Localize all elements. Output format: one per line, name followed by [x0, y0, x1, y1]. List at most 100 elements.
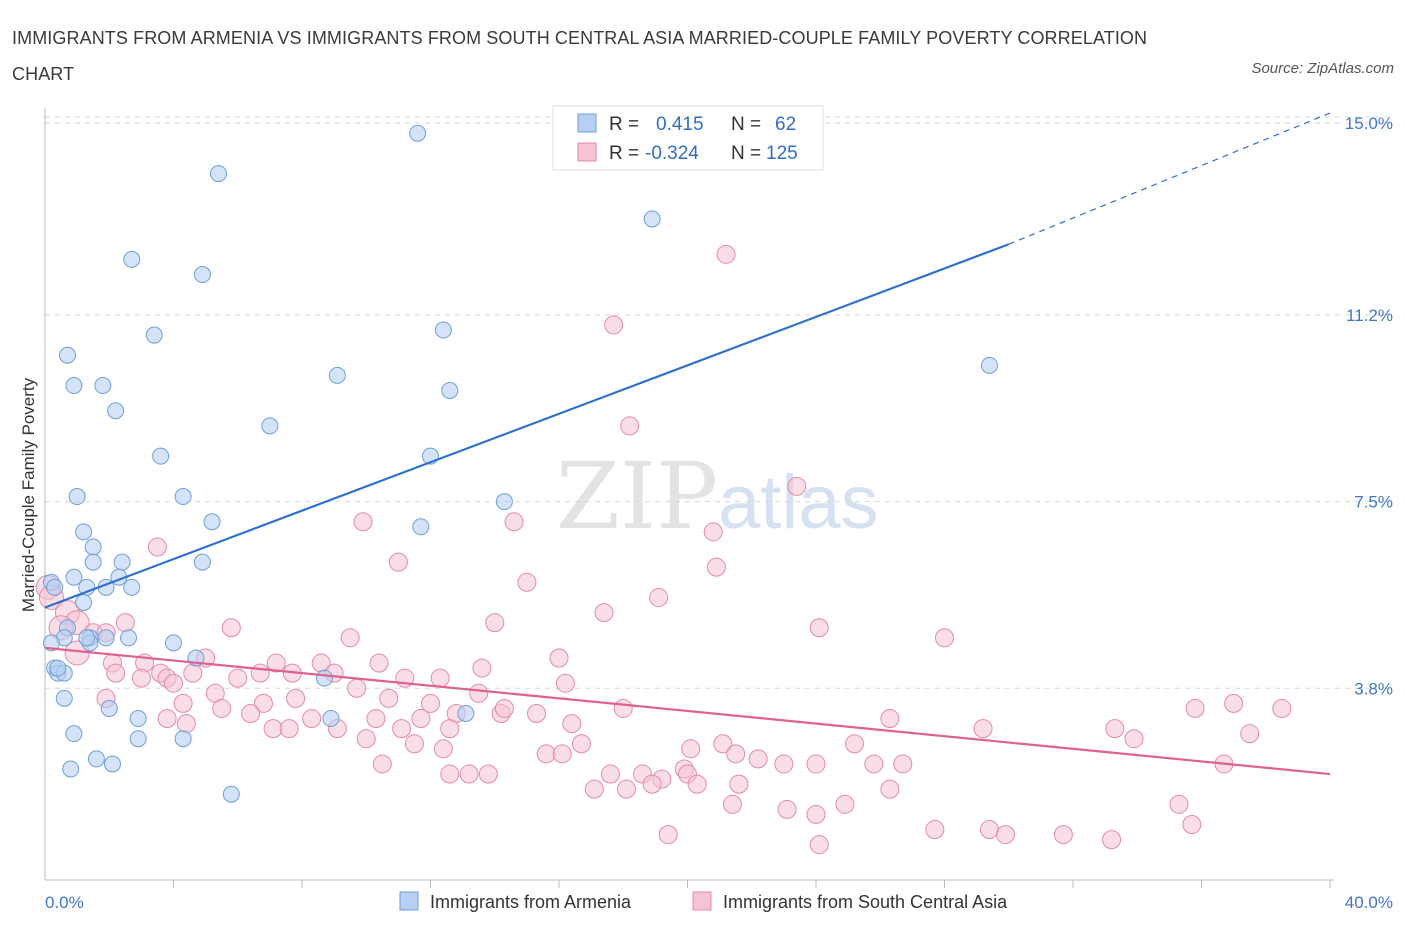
sca-point: [1124, 729, 1144, 749]
sca-point: [1105, 719, 1125, 739]
sca-point: [250, 663, 270, 683]
sca-point: [527, 703, 547, 723]
watermark-atlas: atlas: [718, 460, 879, 545]
legend-swatch-armenia: [577, 113, 597, 133]
sca-point: [1102, 830, 1122, 850]
sca-point: [703, 522, 723, 542]
armenia-point: [97, 629, 115, 647]
tick-labels: 3.8% 7.5% 11.2% 15.0% 0.0% 40.0%: [45, 114, 1393, 912]
legend-box: [552, 105, 824, 171]
sca-point: [302, 709, 322, 729]
sca-point: [212, 698, 232, 718]
armenia-point: [129, 730, 147, 748]
armenia-point: [434, 321, 452, 339]
armenia-point: [65, 568, 83, 586]
y-axis-label: Married-Couple Family Poverty: [19, 377, 38, 612]
sca-point: [421, 693, 440, 713]
armenia-point: [441, 382, 459, 400]
y-tick-label: 15.0%: [1345, 114, 1393, 133]
sca-point: [658, 825, 678, 845]
sca-point: [716, 244, 736, 264]
sca-point: [366, 709, 386, 729]
armenia-point: [94, 377, 112, 395]
armenia-point: [457, 704, 475, 722]
sca-point: [726, 744, 746, 764]
sca-point: [777, 799, 797, 819]
armenia-point: [78, 629, 96, 647]
sca-point: [494, 698, 514, 718]
armenia-point: [62, 760, 80, 778]
sca-point: [584, 779, 604, 799]
sca-point: [241, 703, 261, 723]
sca-point: [935, 628, 954, 648]
legend-r-label-armenia: R =: [609, 114, 639, 135]
sca-point: [504, 512, 524, 532]
sca-point: [774, 754, 794, 774]
sca-point: [571, 734, 591, 754]
armenia-point: [120, 629, 138, 647]
y-tick-label: 3.8%: [1354, 679, 1393, 698]
sca-point: [713, 734, 733, 754]
sca-point: [286, 688, 306, 708]
sca-point: [925, 820, 945, 840]
sca-point: [279, 719, 299, 739]
grid: [45, 116, 1395, 689]
legend-r-value-armenia: 0.415: [656, 114, 704, 135]
sca-point: [681, 739, 701, 759]
legend-n-label-armenia: N =: [731, 114, 761, 135]
sca-points: [35, 244, 1292, 855]
y-tick-label: 7.5%: [1354, 493, 1393, 512]
sca-point: [594, 603, 614, 623]
armenia-point: [58, 346, 76, 364]
sca-point: [536, 744, 556, 764]
sca-point: [864, 754, 884, 774]
sca-point: [809, 835, 829, 855]
chart-title: IMMIGRANTS FROM ARMENIA VS IMMIGRANTS FR…: [12, 28, 1148, 84]
sca-point: [433, 739, 453, 759]
sca-point: [806, 754, 826, 774]
sca-point: [1240, 724, 1260, 744]
sca-point: [517, 572, 537, 592]
sca-point: [835, 794, 855, 814]
sca-point: [600, 764, 620, 784]
sca-point: [880, 709, 900, 729]
armenia-point: [165, 634, 182, 652]
sca-point: [164, 673, 183, 693]
armenia-point: [75, 523, 93, 541]
bottom-legend-swatch-sca: [692, 891, 712, 911]
armenia-point: [261, 417, 279, 435]
legend-n-value-sca: 125: [766, 143, 798, 164]
sca-point: [616, 779, 636, 799]
sca-point: [183, 663, 203, 683]
sca-point: [809, 618, 829, 638]
armenia-point: [100, 699, 118, 717]
bottom-legend: Immigrants from Armenia Immigrants from …: [399, 891, 1008, 912]
armenia-trend-extension: [1008, 112, 1331, 245]
sca-point: [979, 820, 999, 840]
sca-point: [642, 774, 662, 794]
armenia-point: [409, 124, 427, 142]
sca-point: [221, 618, 241, 638]
sca-point: [147, 537, 167, 557]
y-tick-label: 11.2%: [1346, 306, 1393, 325]
sca-point: [555, 673, 575, 693]
sca-point: [379, 688, 399, 708]
sca-point: [485, 613, 505, 633]
sca-point: [392, 719, 412, 739]
sca-point: [440, 719, 460, 739]
armenia-point: [193, 266, 211, 284]
sca-point: [649, 587, 669, 607]
sca-point: [388, 552, 408, 572]
legend-swatch-sca: [577, 142, 597, 162]
sca-point: [1185, 698, 1205, 718]
armenia-point: [174, 730, 192, 748]
chart-source: Source: ZipAtlas.com: [1251, 60, 1394, 77]
armenia-point: [65, 377, 83, 395]
legend-r-label-sca: R =: [609, 143, 639, 164]
sca-point: [687, 774, 707, 794]
armenia-point: [222, 785, 240, 803]
sca-point: [973, 719, 993, 739]
sca-point: [748, 749, 768, 769]
armenia-point: [643, 210, 661, 228]
sca-point: [706, 557, 726, 577]
